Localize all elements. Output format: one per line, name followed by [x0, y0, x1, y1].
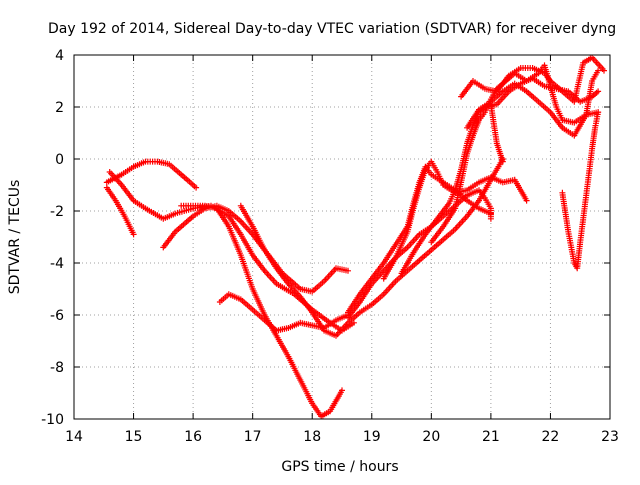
data-point [523, 197, 530, 204]
series-track-3 [106, 169, 357, 334]
plot-frame [73, 54, 611, 420]
series-track-14 [458, 54, 607, 105]
y-tick-label: -4 [50, 256, 64, 272]
data-point [595, 109, 602, 116]
data-point [487, 210, 494, 217]
x-tick-label: 19 [363, 429, 381, 445]
y-tick-label: 4 [55, 48, 64, 64]
series-track-15 [487, 101, 506, 165]
y-tick-label: -10 [41, 412, 64, 428]
x-tick-label: 18 [303, 429, 321, 445]
x-tick-label: 20 [422, 429, 440, 445]
y-tick-label: -6 [50, 308, 64, 324]
x-tick-label: 14 [65, 429, 83, 445]
series-track-10 [380, 158, 530, 282]
y-tick-label: -2 [50, 204, 64, 220]
x-tick-label: 15 [125, 429, 143, 445]
data-point [499, 158, 506, 165]
y-tick-labels: -10 -8 -6 -4 -2 0 2 4 [41, 48, 64, 428]
data-point [345, 267, 351, 274]
x-tick-label: 17 [244, 429, 262, 445]
grid-lines [74, 55, 610, 419]
data-series [103, 54, 607, 420]
y-tick-label: 0 [55, 152, 64, 168]
series-track-5 [178, 202, 345, 420]
data-point [595, 88, 602, 95]
data-point [601, 67, 607, 74]
series-track-12 [428, 62, 602, 246]
data-point [595, 67, 602, 74]
data-point [130, 231, 137, 238]
x-tick-label: 16 [184, 429, 202, 445]
x-axis-label: GPS time / hours [281, 459, 398, 475]
x-tick-label: 22 [542, 429, 560, 445]
series-track-16 [559, 109, 602, 272]
series-track-6 [216, 291, 351, 334]
axis-ticks [73, 54, 611, 420]
series-track-1 [103, 158, 200, 191]
x-tick-label: 21 [482, 429, 500, 445]
data-point [487, 215, 494, 222]
y-axis-label: SDTVAR / TECUs [7, 180, 23, 295]
data-point [193, 184, 200, 191]
chart-title: Day 192 of 2014, Sidereal Day-to-day VTE… [48, 21, 616, 37]
series-track-4 [160, 202, 351, 295]
data-point [339, 387, 345, 394]
y-tick-label: 2 [55, 100, 64, 116]
x-tick-label: 23 [601, 429, 619, 445]
x-tick-labels: 14 15 16 17 18 19 20 21 22 23 [65, 429, 619, 445]
series-track-2 [103, 184, 137, 238]
y-tick-label: -8 [50, 360, 64, 376]
series-track-13 [464, 67, 602, 139]
